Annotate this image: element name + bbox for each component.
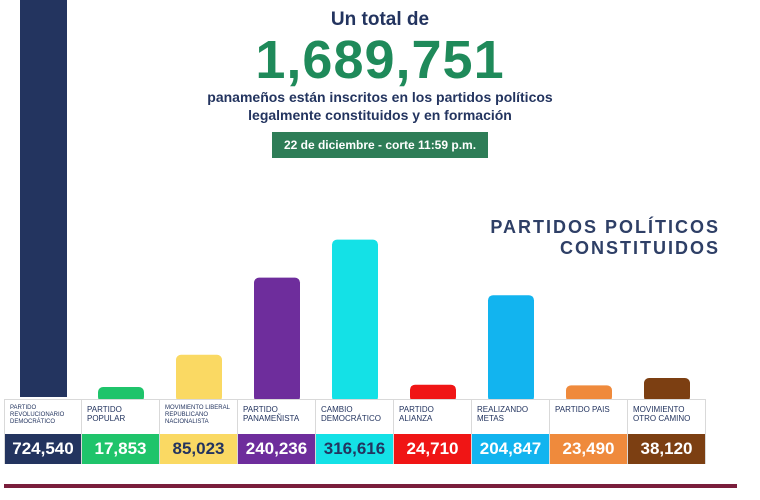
party-value: 85,023 <box>160 434 237 464</box>
party-labels-row: PARTIDO REVOLUCIONARIO DEMOCRÁTICO 724,54… <box>4 399 706 464</box>
party-value: 38,120 <box>628 434 705 464</box>
bar-9 <box>644 378 690 402</box>
party-cell-2: PARTIDO POPULAR 17,853 <box>82 399 160 464</box>
subtitle-line-2: legalmente constituidos y en formación <box>248 107 512 123</box>
section-title: PARTIDOS POLÍTICOS CONSTITUIDOS <box>490 217 720 259</box>
party-cell-5: CAMBIO DEMOCRÁTICO 316,616 <box>316 399 394 464</box>
subtitle-line-1: panameños están inscritos en los partido… <box>207 89 553 105</box>
party-name: PARTIDO POPULAR <box>82 399 159 434</box>
bottom-divider <box>4 484 737 488</box>
bar-6 <box>410 384 456 402</box>
party-value: 240,236 <box>238 434 315 464</box>
party-name: REALIZANDO METAS <box>472 399 549 434</box>
header: Un total de 1,689,751 panameños están in… <box>100 8 660 158</box>
party-name: PARTIDO REVOLUCIONARIO DEMOCRÁTICO <box>5 399 81 434</box>
party-cell-6: PARTIDO ALIANZA 24,710 <box>394 399 472 464</box>
bar-2 <box>98 387 144 402</box>
party-cell-9: MOVIMIENTO OTRO CAMINO 38,120 <box>628 399 706 464</box>
party-cell-7: REALIZANDO METAS 204,847 <box>472 399 550 464</box>
bar-1 <box>20 0 67 397</box>
party-cell-1: PARTIDO REVOLUCIONARIO DEMOCRÁTICO 724,54… <box>4 399 82 464</box>
date-badge: 22 de diciembre - corte 11:59 p.m. <box>271 132 489 158</box>
party-name: MOVIMIENTO OTRO CAMINO <box>628 399 705 434</box>
party-cell-3: MOVIMIENTO LIBERAL REPUBLICANO NACIONALI… <box>160 399 238 464</box>
pre-title: Un total de <box>330 9 430 30</box>
party-cell-8: PARTIDO PAIS 23,490 <box>550 399 628 464</box>
party-value: 316,616 <box>316 434 393 464</box>
section-title-line-1: PARTIDOS POLÍTICOS <box>490 217 720 237</box>
party-name: PARTIDO ALIANZA <box>394 399 471 434</box>
party-value: 724,540 <box>5 434 81 464</box>
bar-3 <box>176 354 222 402</box>
party-value: 24,710 <box>394 434 471 464</box>
bar-8 <box>566 385 612 402</box>
bar-4 <box>254 277 300 402</box>
party-cell-4: PARTIDO PANAMEÑISTA 240,236 <box>238 399 316 464</box>
party-value: 23,490 <box>550 434 627 464</box>
party-value: 17,853 <box>82 434 159 464</box>
section-title-line-2: CONSTITUIDOS <box>559 238 720 258</box>
party-name: CAMBIO DEMOCRÁTICO <box>316 399 393 434</box>
party-value: 204,847 <box>472 434 549 464</box>
bar-7 <box>488 295 534 402</box>
party-name: MOVIMIENTO LIBERAL REPUBLICANO NACIONALI… <box>160 399 237 434</box>
bar-5 <box>332 239 378 402</box>
party-name: PARTIDO PAIS <box>550 399 627 434</box>
party-name: PARTIDO PANAMEÑISTA <box>238 399 315 434</box>
total-registered: 1,689,751 <box>255 30 505 90</box>
